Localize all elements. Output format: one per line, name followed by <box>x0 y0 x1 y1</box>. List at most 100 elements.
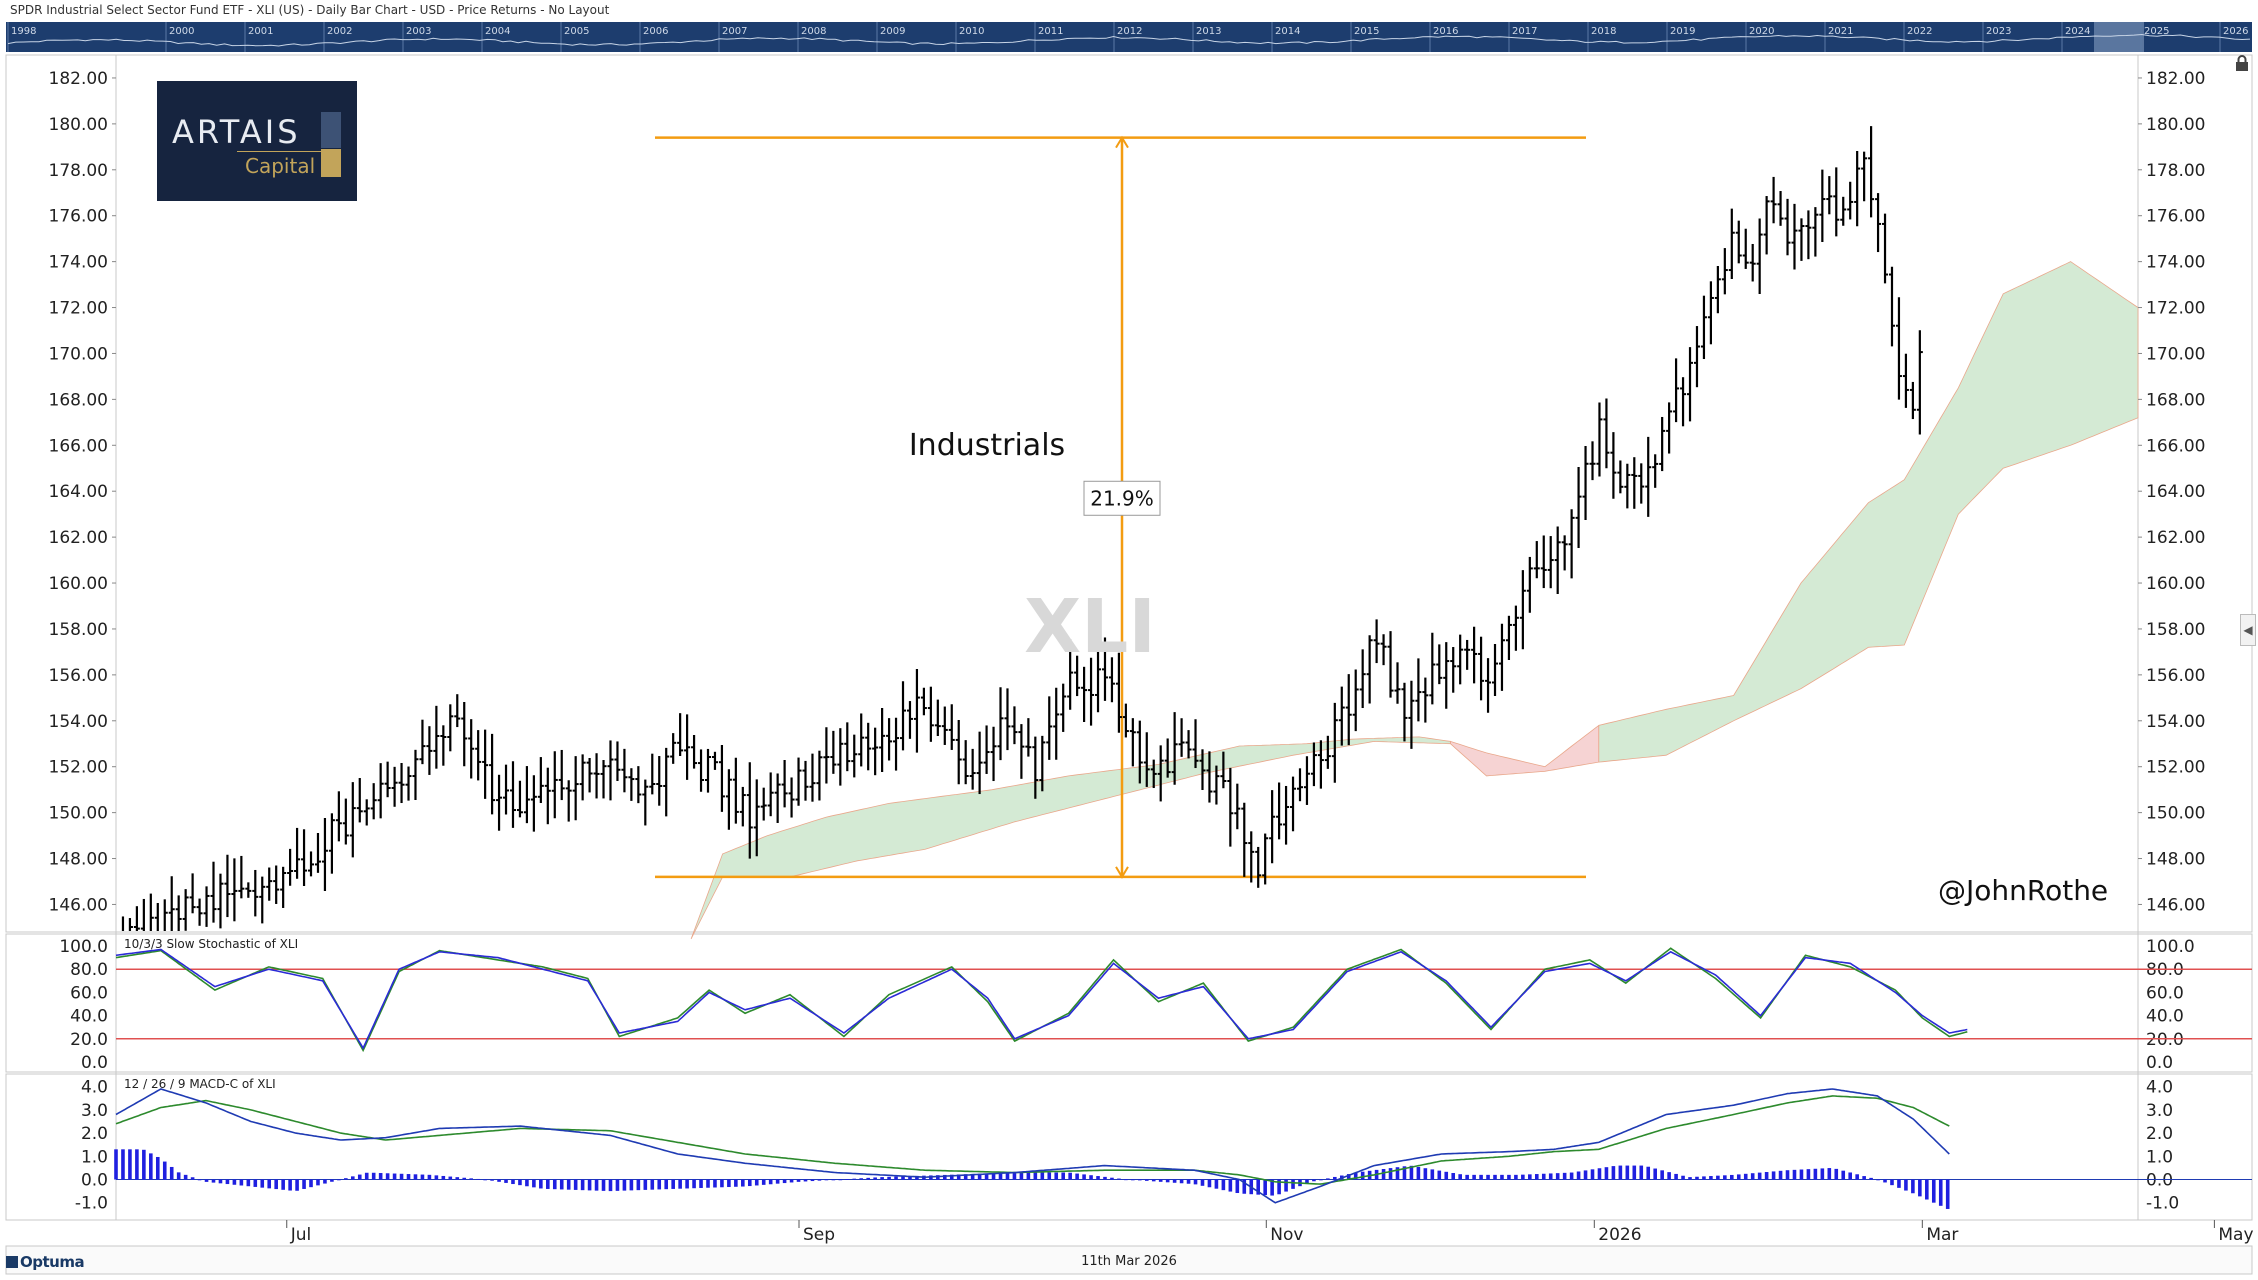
price-bar <box>1582 446 1589 521</box>
price-bar <box>872 727 879 776</box>
axes: 182.00 182.00 180.00 180.00 178.00 178.00 176.… <box>49 69 2254 1245</box>
collapse-panel-icon[interactable]: ◀ <box>2240 614 2256 646</box>
price-bar <box>405 766 412 801</box>
price-bar <box>1276 782 1283 840</box>
price-bar <box>1248 831 1255 883</box>
overview-year: 2009 <box>880 26 905 37</box>
macd-histogram-bar <box>1242 1179 1247 1194</box>
macd-histogram-bar <box>1904 1179 1908 1191</box>
y-tick-label-right: 174.00 <box>2146 253 2205 273</box>
macd-histogram-bar <box>908 1176 912 1180</box>
y-tick-label-left: 174.00 <box>49 253 108 273</box>
price-bar <box>711 751 718 770</box>
macd-histogram-bar <box>1291 1179 1295 1189</box>
price-bar <box>1631 457 1638 509</box>
stochastic-tick-right: 40.0 <box>2146 1007 2184 1027</box>
macd-histogram-bar <box>1514 1174 1518 1180</box>
macd-histogram-bar <box>1075 1173 1079 1180</box>
macd-histogram-bar <box>1911 1179 1915 1194</box>
macd-histogram-bar <box>1945 1179 1950 1209</box>
price-bar <box>1032 736 1039 799</box>
y-tick-label-left: 162.00 <box>49 528 108 548</box>
macd-histogram-bar <box>915 1175 919 1180</box>
macd-histogram-bar <box>1681 1175 1685 1180</box>
macd-histogram-bar <box>114 1149 118 1180</box>
price-bar <box>1443 642 1450 709</box>
lock-icon[interactable] <box>2234 55 2250 71</box>
y-tick-label-left: 178.00 <box>49 161 108 181</box>
macd-histogram-bar <box>901 1176 905 1180</box>
y-tick-label-left: 152.00 <box>49 758 108 778</box>
macd-histogram-bar <box>1521 1174 1525 1180</box>
macd-tick-right: 2.0 <box>2146 1124 2173 1144</box>
macd-histogram-bar <box>1458 1174 1462 1180</box>
price-bar <box>1206 751 1213 803</box>
macd-histogram-bar <box>288 1179 292 1191</box>
macd-tick-right: 4.0 <box>2146 1078 2173 1098</box>
macd-histogram-bar <box>1876 1179 1880 1181</box>
price-bar <box>1589 441 1596 481</box>
macd-histogram-bar <box>1319 1179 1323 1181</box>
macd-histogram-bar <box>364 1172 369 1180</box>
price-bar <box>1436 644 1443 685</box>
price-bar <box>133 906 140 931</box>
author-handle: @JohnRothe <box>1938 874 2109 907</box>
y-tick-label-right: 148.00 <box>2146 850 2205 870</box>
price-bar <box>823 727 830 784</box>
macd-histogram-bar <box>1541 1173 1546 1180</box>
overview-year: 2013 <box>1196 26 1221 37</box>
macd-histogram-bar <box>775 1179 780 1184</box>
macd-histogram-bar <box>1326 1178 1330 1180</box>
vendor-name: Optuma <box>20 1253 85 1271</box>
price-bar <box>1721 248 1728 295</box>
macd-histogram-bar <box>1117 1178 1121 1180</box>
macd-histogram-bar <box>497 1179 501 1182</box>
macd-histogram-bar <box>1653 1168 1657 1180</box>
macd-histogram-bar <box>420 1174 425 1180</box>
price-bar <box>1331 702 1338 783</box>
measure-arrow-down <box>1115 866 1129 879</box>
y-tick-label-right: 160.00 <box>2146 574 2205 594</box>
macd-histogram-bar <box>274 1179 278 1190</box>
macd-histogram-bar <box>1186 1179 1191 1184</box>
macd-histogram-bar <box>1597 1168 1602 1180</box>
macd-histogram-bar <box>1660 1170 1664 1180</box>
macd-histogram-bar <box>671 1179 675 1189</box>
macd-histogram-bar <box>963 1174 968 1180</box>
macd-histogram-bar <box>1883 1179 1887 1183</box>
y-tick-label-right: 170.00 <box>2146 344 2205 364</box>
stochastic-panel-frame <box>5 933 2253 1073</box>
macd-histogram-bar <box>803 1179 808 1182</box>
measure-tool[interactable]: 21.9% <box>655 135 1586 879</box>
macd-histogram-bar <box>559 1179 564 1190</box>
macd-histogram-bar <box>566 1179 571 1190</box>
annotation-industrials: Industrials <box>909 428 1065 463</box>
price-bar <box>1819 169 1826 243</box>
overview-strip[interactable]: 1998 2000 2001 2002 2003 2004 2005 2006 2007 2008… <box>6 22 2252 52</box>
macd-histogram-bar <box>1792 1169 1797 1180</box>
macd-histogram-bar <box>1625 1165 1630 1180</box>
macd-histogram-bar <box>1193 1179 1198 1185</box>
price-bar <box>753 779 760 857</box>
cloud-bear <box>1450 724 1600 777</box>
price-bar <box>788 777 795 818</box>
macd-histogram-bar <box>936 1175 940 1180</box>
macd-histogram-bar <box>1569 1172 1574 1180</box>
macd-histogram-bar <box>1221 1179 1226 1191</box>
price-bar <box>238 855 245 899</box>
price-bar <box>900 681 907 751</box>
macd-histogram-bar <box>1333 1176 1337 1180</box>
price-bar <box>280 866 287 908</box>
stochastic-panel: 10/3/3 Slow Stochastic of XLI 100.0 100.0 8… <box>59 937 2252 1073</box>
macd-histogram-bar <box>1089 1175 1093 1180</box>
price-bar <box>294 827 301 879</box>
macd-histogram-bar <box>539 1179 543 1189</box>
macd-histogram-bar <box>1590 1169 1595 1180</box>
price-bar <box>342 798 349 845</box>
macd-histogram-bar <box>789 1179 794 1183</box>
price-bar <box>1895 297 1902 400</box>
price-bar <box>1707 281 1714 345</box>
brand-name: ARTAIS <box>172 113 301 151</box>
macd-histogram-bar <box>1576 1171 1581 1180</box>
